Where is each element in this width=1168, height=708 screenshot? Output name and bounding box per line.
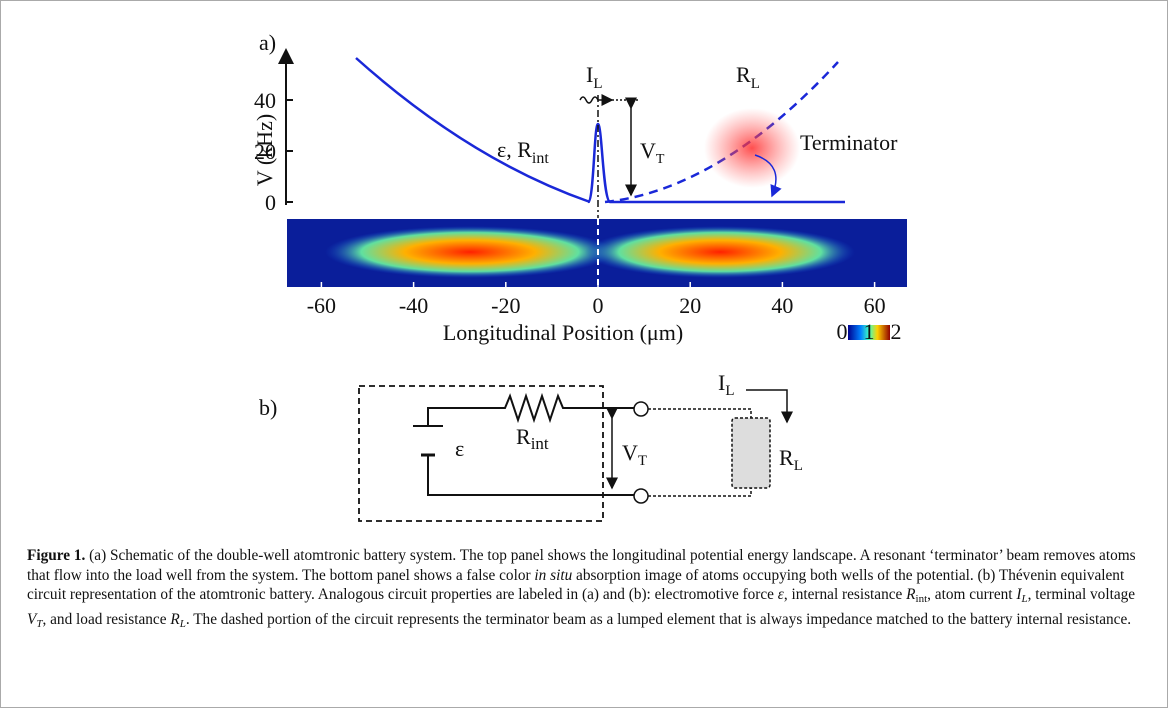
caption-text: T xyxy=(36,617,43,630)
left-well xyxy=(355,57,591,204)
x-tick-label: 0 xyxy=(593,293,604,318)
caption-text: L xyxy=(1021,593,1028,606)
colorbar xyxy=(848,325,890,340)
barrier-and-floor xyxy=(586,122,845,204)
caption-text: int xyxy=(915,593,928,606)
caption-text: V xyxy=(27,610,37,628)
load-element xyxy=(731,417,771,489)
r-int-label: Rint xyxy=(516,424,549,453)
caption-text: I xyxy=(1016,586,1022,604)
x-tick-label: 60 xyxy=(864,293,886,318)
x-tick-label: -40 xyxy=(399,293,428,318)
caption-text: , terminal voltage xyxy=(1027,586,1136,604)
emf-label: ε, Rint xyxy=(497,137,549,167)
x-tick-label: 20 xyxy=(679,293,701,318)
terminator-arrow xyxy=(754,154,782,198)
emf-label: ε xyxy=(455,436,464,461)
y-tick-label: 20 xyxy=(254,139,276,164)
y-axis-label: V (kHz) xyxy=(252,114,277,186)
caption-text: , atom current xyxy=(927,586,1017,604)
caption-text: in situ xyxy=(534,566,573,584)
current-label: IL xyxy=(718,370,735,399)
caption-text: R xyxy=(906,586,916,604)
colorbar-tick-label: 0 xyxy=(837,319,848,344)
panel-label: b) xyxy=(259,395,277,420)
load-wires xyxy=(648,408,752,497)
caption-text: Figure 1. xyxy=(27,547,86,564)
x-tick-label: -60 xyxy=(307,293,336,318)
panel-label: a) xyxy=(259,30,276,55)
terminal xyxy=(633,401,649,417)
current-label: IL xyxy=(586,62,603,92)
current-arrow xyxy=(579,94,614,106)
voltage-label: VT xyxy=(640,138,665,167)
y-tick-label: 40 xyxy=(254,88,276,113)
caption-text: L xyxy=(179,617,186,630)
caption-text: , and load resistance xyxy=(42,610,171,628)
caption-text: (a) Schematic of the double-well atomtro… xyxy=(27,547,1136,584)
caption-text: , internal resistance xyxy=(783,586,907,604)
x-axis-label: Longitudinal Position (μm) xyxy=(443,320,683,345)
colorbar-tick-label: 2 xyxy=(891,319,902,344)
terminal xyxy=(633,488,649,504)
terminator-label: Terminator xyxy=(800,130,898,155)
caption-text: R xyxy=(170,610,180,628)
x-tick-label: 40 xyxy=(771,293,793,318)
x-tick-label: -20 xyxy=(491,293,520,318)
voltage-label: VT xyxy=(622,440,647,469)
left-cloud xyxy=(325,226,615,278)
caption-text: . The dashed portion of the circuit repr… xyxy=(185,610,1132,628)
terminator-beam xyxy=(704,108,800,188)
battery-box xyxy=(358,385,604,522)
current-arrow xyxy=(746,389,793,424)
colorbar-tick-label: 1 xyxy=(864,319,875,344)
caption-text: absorption image of atoms occupying both… xyxy=(27,566,1125,604)
wires xyxy=(427,392,634,496)
right-cloud xyxy=(585,226,855,278)
load-label: RL xyxy=(779,445,803,474)
caption-text: ε xyxy=(777,586,784,604)
y-tick-label: 0 xyxy=(265,190,276,215)
caption: Figure 1. (a) Schematic of the double-we… xyxy=(27,546,1142,634)
load-label: RL xyxy=(736,62,760,92)
